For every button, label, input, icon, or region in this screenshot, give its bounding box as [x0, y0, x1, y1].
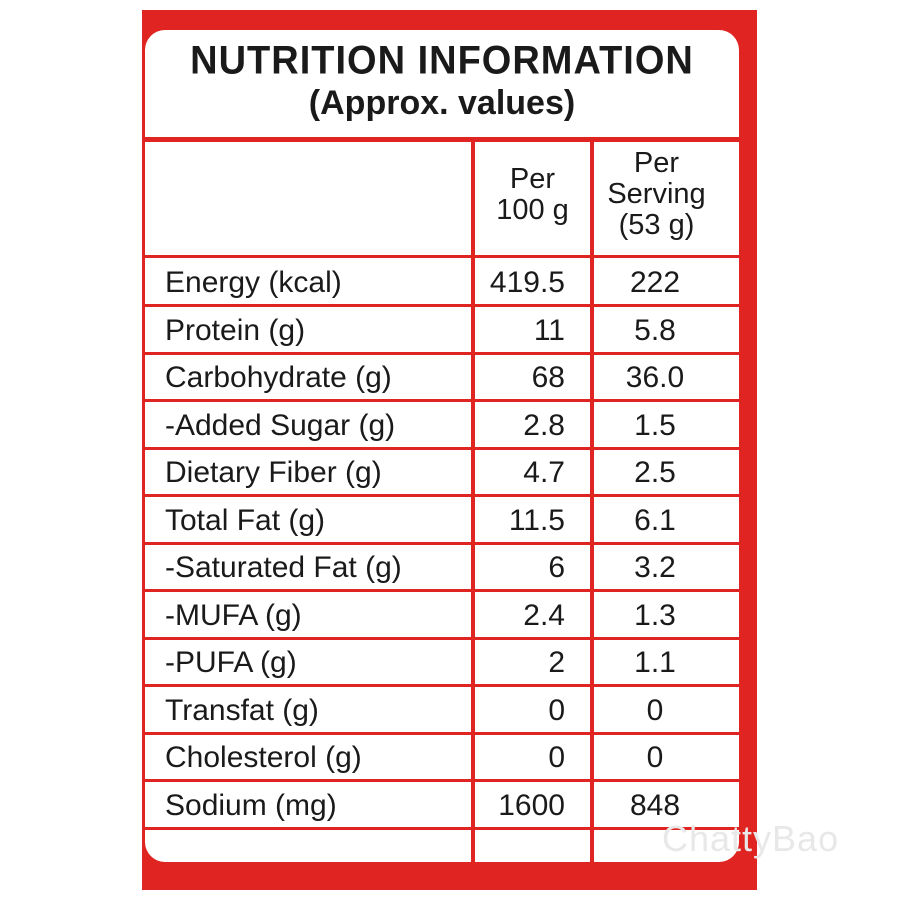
- value-per-serving: 5.8: [634, 313, 676, 347]
- nutrition-card: NUTRITION INFORMATION (Approx. values) P…: [145, 30, 739, 862]
- table-row: Carbohydrate (g) 68 36.0: [145, 355, 739, 401]
- row-divider: [145, 779, 739, 782]
- nutrient-label: Transfat (g): [165, 693, 319, 727]
- table-row: Total Fat (g) 11.5 6.1: [145, 498, 739, 544]
- value-per-100g: 2.4: [523, 598, 565, 632]
- value-per-100g: 6: [548, 551, 565, 584]
- value-per-100g: 0: [548, 741, 565, 774]
- title-divider: [145, 137, 739, 142]
- row-divider: [145, 255, 739, 258]
- table-row: -MUFA (g) 2.4 1.3: [145, 593, 739, 639]
- value-per-serving: 1.5: [634, 408, 676, 442]
- value-per-100g: 68: [531, 361, 565, 394]
- value-per-100g: 1600: [498, 788, 565, 822]
- value-per-100g: 4.7: [523, 456, 565, 489]
- header-per-100g-line2: 100 g: [496, 194, 569, 226]
- row-divider: [145, 399, 739, 402]
- table-row: Sodium (mg) 1600 848: [145, 783, 739, 829]
- value-per-serving: 3.2: [634, 551, 676, 584]
- header-per-serving-line2: Serving: [607, 178, 706, 210]
- table-header-row: Per 100 g Per Serving (53 g): [145, 142, 739, 254]
- nutrient-label: -MUFA (g): [165, 598, 302, 632]
- column-divider-1: [471, 142, 475, 862]
- table-row: Cholesterol (g) 0 0: [145, 735, 739, 781]
- row-divider: [145, 826, 739, 830]
- page-title: NUTRITION INFORMATION: [190, 38, 694, 84]
- row-divider: [145, 684, 739, 687]
- watermark: ChattyBao: [662, 818, 840, 859]
- header-per-serving-line3: (53 g): [618, 209, 695, 241]
- table-row: -PUFA (g) 2 1.1: [145, 640, 739, 686]
- nutrient-label: -PUFA (g): [165, 646, 297, 679]
- row-divider: [145, 351, 739, 355]
- value-per-serving: 6.1: [634, 503, 676, 537]
- header-per-serving-line1: Per: [633, 147, 680, 179]
- row-divider: [145, 731, 739, 735]
- value-per-serving: 222: [629, 266, 681, 299]
- nutrient-label: Cholesterol (g): [165, 741, 362, 774]
- table-row: Energy (kcal) 419.5 222: [145, 260, 739, 306]
- nutrition-table: Per 100 g Per Serving (53 g) Energy (kca…: [145, 142, 739, 862]
- value-per-serving: 848: [629, 788, 681, 822]
- row-divider: [145, 541, 739, 545]
- header-per-serving: Per Serving (53 g): [594, 148, 719, 241]
- table-row: Transfat (g) 0 0: [145, 688, 739, 734]
- value-per-serving: 0: [646, 741, 664, 774]
- value-per-100g: 11.5: [508, 503, 565, 537]
- nutrient-label: Carbohydrate (g): [165, 361, 392, 394]
- nutrient-label: -Saturated Fat (g): [165, 551, 402, 584]
- nutrient-label: -Added Sugar (g): [165, 408, 396, 442]
- value-per-100g: 11: [533, 313, 565, 347]
- header-per-100g: Per 100 g: [475, 164, 590, 226]
- value-per-serving: 36.0: [625, 361, 685, 394]
- column-divider-2: [590, 142, 594, 862]
- nutrient-label: Sodium (mg): [165, 788, 337, 822]
- row-divider: [145, 636, 739, 640]
- row-divider: [145, 446, 739, 450]
- value-per-100g: 2.8: [523, 408, 565, 442]
- value-per-serving: 1.3: [634, 598, 676, 632]
- row-divider: [145, 494, 739, 497]
- value-per-100g: 2: [548, 646, 565, 679]
- table-row: Dietary Fiber (g) 4.7 2.5: [145, 450, 739, 496]
- value-per-serving: 0: [646, 693, 664, 727]
- nutrient-label: Dietary Fiber (g): [165, 456, 382, 489]
- table-row: Protein (g) 11 5.8: [145, 308, 739, 354]
- row-divider: [145, 589, 739, 592]
- value-per-serving: 1.1: [634, 646, 676, 679]
- header-per-100g-line1: Per: [509, 163, 556, 195]
- nutrient-label: Energy (kcal): [165, 266, 342, 299]
- nutrient-label: Total Fat (g): [165, 503, 326, 537]
- row-divider: [145, 304, 739, 307]
- value-per-100g: 0: [548, 693, 565, 727]
- nutrient-label: Protein (g): [165, 313, 306, 347]
- table-row: -Saturated Fat (g) 6 3.2: [145, 545, 739, 591]
- page-subtitle: (Approx. values): [308, 84, 576, 122]
- title-block: NUTRITION INFORMATION (Approx. values): [145, 30, 739, 138]
- value-per-serving: 2.5: [634, 456, 676, 489]
- value-per-100g: 419.5: [489, 266, 565, 299]
- table-row: -Added Sugar (g) 2.8 1.5: [145, 403, 739, 449]
